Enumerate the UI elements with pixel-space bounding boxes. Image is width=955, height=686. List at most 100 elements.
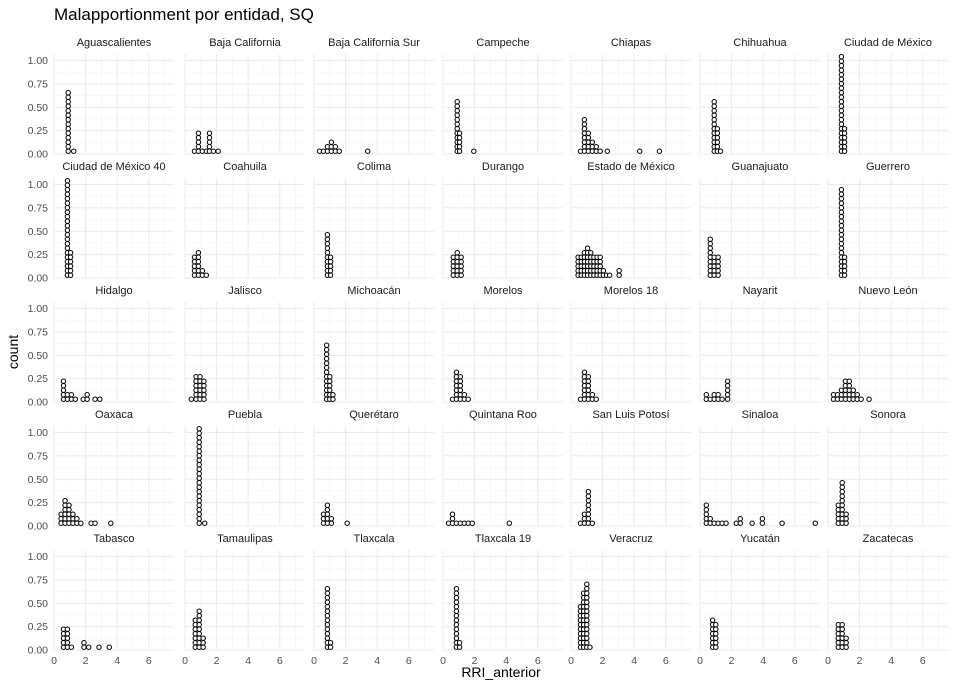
facet-strip-label: Tlaxcala 19: [475, 533, 531, 545]
y-tick-label: 1.00: [28, 551, 49, 563]
data-point: [206, 134, 213, 141]
facet-strip-label: Ciudad de México: [844, 37, 932, 49]
facet-oaxaca: Oaxaca 0.00 0.25 0.50 0.75 1.00: [28, 409, 174, 533]
data-point: [64, 227, 71, 233]
data-point: [584, 585, 590, 592]
data-point: [703, 391, 710, 398]
data-point: [64, 236, 71, 242]
data-point: [195, 143, 202, 150]
data-point: [324, 630, 331, 637]
data-point: [713, 639, 719, 646]
facet-san-luis-potosi: San Luis Potosí: [570, 409, 691, 527]
facet-strip-label: Ciudad de México 40: [62, 161, 165, 173]
data-point: [323, 360, 330, 366]
data-point: [67, 249, 74, 256]
data-point: [201, 378, 207, 384]
y-tick-label: 0.50: [28, 102, 49, 114]
data-point: [458, 263, 464, 269]
data-point: [737, 515, 743, 522]
data-point: [581, 369, 588, 375]
data-point: [324, 240, 331, 247]
data-point: [724, 396, 731, 402]
data-point: [78, 520, 84, 526]
data-point: [323, 346, 330, 353]
data-point: [64, 218, 71, 224]
data-point: [196, 434, 202, 441]
data-point: [195, 134, 202, 141]
y-tick-label: 0.00: [28, 273, 49, 285]
data-point: [850, 387, 856, 393]
facet-strip-label: Guanajuato: [732, 161, 789, 173]
data-point: [323, 342, 330, 348]
x-tick-label: 0: [51, 655, 57, 667]
x-tick-label: 2: [343, 655, 349, 667]
data-point: [195, 130, 202, 136]
data-point: [453, 617, 460, 623]
data-point: [215, 148, 221, 154]
data-point: [60, 387, 67, 393]
data-point: [458, 267, 464, 274]
data-point: [68, 391, 75, 398]
data-point: [64, 222, 71, 229]
data-point: [719, 396, 725, 402]
data-point: [327, 378, 333, 384]
facet-sonora: Sonora: [827, 409, 948, 527]
data-point: [196, 484, 202, 490]
data-point: [838, 89, 845, 96]
facet-strip-label: Tabasco: [94, 533, 135, 545]
data-point: [458, 254, 464, 260]
data-point: [581, 116, 588, 123]
facet-campeche: Campeche: [442, 37, 563, 155]
data-point: [584, 608, 590, 614]
data-point: [324, 502, 331, 508]
data-point: [839, 488, 845, 495]
data-point: [779, 520, 785, 526]
facet-strip-label: Michoacán: [347, 285, 400, 297]
x-tick-label: 2: [214, 655, 220, 667]
data-point: [92, 396, 98, 402]
facet-strip-label: Baja California Sur: [328, 37, 420, 49]
data-point: [327, 373, 333, 380]
data-point: [713, 644, 719, 650]
data-point: [66, 502, 72, 508]
data-point: [65, 89, 71, 96]
data-point: [64, 200, 71, 206]
data-point: [616, 272, 622, 278]
data-point: [210, 148, 217, 154]
data-point: [838, 240, 845, 247]
data-point: [458, 272, 464, 278]
data-point: [581, 121, 588, 127]
data-point: [196, 466, 202, 472]
data-point: [201, 382, 207, 389]
y-tick-label: 0.75: [28, 202, 49, 214]
data-point: [841, 148, 848, 154]
facet-strip-label: Chihuahua: [733, 37, 787, 49]
y-tick-label: 0.00: [28, 397, 49, 409]
y-tick-label: 0.50: [28, 474, 49, 486]
data-point: [838, 112, 845, 118]
facet-strip-label: Tlaxcala: [354, 533, 396, 545]
y-tick-label: 1.00: [28, 55, 49, 67]
data-point: [454, 121, 460, 127]
data-point: [202, 520, 208, 526]
data-point: [841, 272, 848, 278]
data-point: [65, 103, 71, 109]
data-point: [585, 497, 592, 504]
data-point: [715, 267, 721, 274]
facet-strip-label: Baja California: [209, 37, 281, 49]
data-point: [449, 515, 456, 522]
data-point: [453, 594, 460, 601]
data-point: [724, 387, 731, 393]
data-point: [584, 590, 590, 596]
data-point: [838, 116, 845, 123]
data-point: [323, 364, 330, 371]
x-tick-label: 6: [535, 655, 541, 667]
x-tick-label: 0: [568, 655, 574, 667]
data-point: [196, 506, 202, 513]
data-point: [838, 200, 845, 206]
data-point: [328, 515, 335, 522]
data-point: [841, 130, 848, 136]
data-point: [841, 143, 848, 150]
data-point: [327, 382, 333, 389]
data-point: [584, 603, 590, 610]
